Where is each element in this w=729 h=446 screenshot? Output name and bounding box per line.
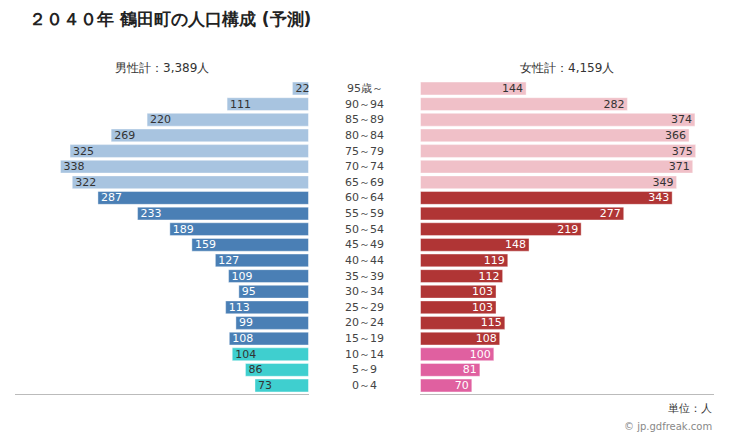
svg-text:103: 103 (472, 301, 493, 314)
svg-text:50～54: 50～54 (345, 223, 384, 236)
svg-text:10～14: 10～14 (345, 348, 384, 361)
svg-text:269: 269 (114, 129, 135, 142)
svg-text:374: 374 (671, 113, 692, 126)
svg-text:144: 144 (502, 82, 523, 95)
svg-text:277: 277 (600, 207, 621, 220)
svg-text:45～49: 45～49 (345, 238, 384, 251)
svg-text:女性計：4,159人: 女性計：4,159人 (520, 61, 614, 75)
svg-text:30～34: 30～34 (345, 285, 384, 298)
svg-text:73: 73 (258, 379, 272, 392)
svg-text:65～69: 65～69 (345, 176, 384, 189)
svg-text:86: 86 (248, 363, 262, 376)
svg-text:5～9: 5～9 (352, 363, 377, 376)
svg-text:99: 99 (239, 316, 253, 329)
svg-text:２０４０年 鶴田町の人口構成 (予測): ２０４０年 鶴田町の人口構成 (予測) (29, 9, 311, 29)
svg-text:70～74: 70～74 (345, 160, 384, 173)
svg-text:© jp.gdfreak.com: © jp.gdfreak.com (624, 421, 712, 432)
svg-text:366: 366 (665, 129, 686, 142)
svg-text:113: 113 (229, 301, 250, 314)
svg-text:109: 109 (232, 270, 253, 283)
svg-text:108: 108 (232, 332, 253, 345)
svg-text:60～64: 60～64 (345, 191, 384, 204)
svg-text:189: 189 (173, 223, 194, 236)
svg-text:85～89: 85～89 (345, 113, 384, 126)
svg-text:75～79: 75～79 (345, 145, 384, 158)
svg-text:15～19: 15～19 (345, 332, 384, 345)
svg-text:322: 322 (75, 176, 96, 189)
svg-text:148: 148 (505, 238, 526, 251)
svg-text:127: 127 (218, 254, 239, 267)
svg-text:104: 104 (235, 348, 256, 361)
svg-text:325: 325 (73, 145, 94, 158)
svg-text:35～39: 35～39 (345, 270, 384, 283)
svg-text:108: 108 (476, 332, 497, 345)
svg-text:219: 219 (557, 223, 578, 236)
svg-text:115: 115 (481, 316, 502, 329)
svg-text:112: 112 (479, 270, 500, 283)
svg-text:282: 282 (603, 98, 624, 111)
svg-text:80～84: 80～84 (345, 129, 384, 142)
svg-text:70: 70 (455, 379, 469, 392)
svg-text:95歳～: 95歳～ (347, 82, 383, 95)
svg-text:119: 119 (484, 254, 505, 267)
svg-text:男性計：3,389人: 男性計：3,389人 (115, 61, 209, 75)
svg-text:338: 338 (64, 160, 85, 173)
svg-text:81: 81 (463, 363, 477, 376)
svg-text:40～44: 40～44 (345, 254, 384, 267)
svg-text:90～94: 90～94 (345, 98, 384, 111)
svg-text:349: 349 (653, 176, 674, 189)
svg-text:343: 343 (648, 191, 669, 204)
svg-text:100: 100 (470, 348, 491, 361)
svg-text:22: 22 (295, 82, 309, 95)
svg-text:287: 287 (101, 191, 122, 204)
svg-text:20～24: 20～24 (345, 316, 384, 329)
svg-text:233: 233 (141, 207, 162, 220)
svg-text:111: 111 (230, 98, 251, 111)
svg-text:55～59: 55～59 (345, 207, 384, 220)
svg-text:103: 103 (472, 285, 493, 298)
svg-text:95: 95 (242, 285, 256, 298)
svg-text:375: 375 (672, 145, 693, 158)
svg-text:単位：人: 単位：人 (668, 402, 712, 415)
svg-text:0～4: 0～4 (352, 379, 377, 392)
svg-text:371: 371 (669, 160, 690, 173)
svg-text:25～29: 25～29 (345, 301, 384, 314)
svg-text:159: 159 (195, 238, 216, 251)
svg-text:220: 220 (150, 113, 171, 126)
